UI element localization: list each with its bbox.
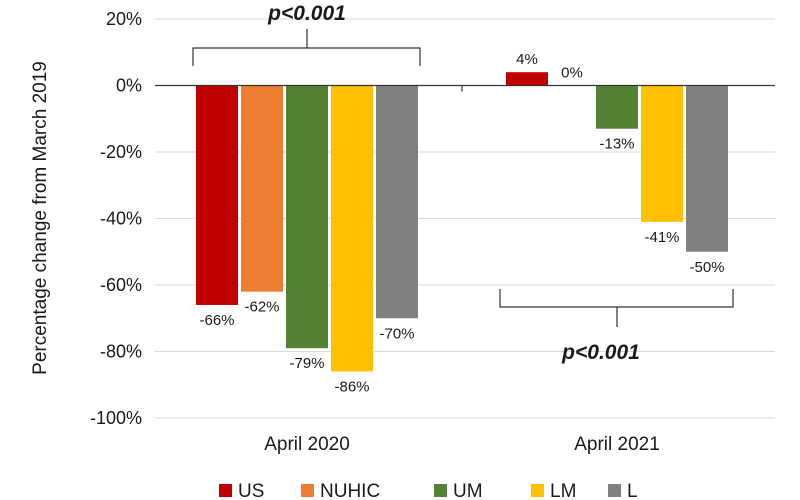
bar-l-1: [376, 85, 418, 319]
data-label-nuhic-2: 0%: [561, 65, 583, 82]
y-tick-label: -80%: [100, 342, 142, 362]
data-label-lm-1: -86%: [334, 378, 369, 395]
y-tick-label: -40%: [100, 209, 142, 229]
legend-swatch-us: [219, 484, 232, 497]
significance-bracket: [192, 29, 421, 66]
data-label-um-2: -13%: [599, 136, 634, 153]
data-label-l-2: -50%: [689, 259, 724, 276]
bar-l-2: [686, 85, 728, 252]
data-label-um-1: -79%: [289, 355, 324, 372]
y-tick-label: -60%: [100, 275, 142, 295]
y-tick-label: -20%: [100, 142, 142, 162]
data-label-nuhic-1: -62%: [244, 299, 279, 316]
bar-um-1: [286, 85, 328, 349]
y-tick-label: 20%: [106, 9, 142, 29]
bar-um-2: [596, 85, 638, 129]
significance-label: p<0.001: [561, 341, 640, 364]
x-category-label: April 2020: [264, 434, 350, 455]
legend-swatch-um: [434, 484, 447, 497]
legend-swatch-lm: [531, 484, 544, 497]
significance-bracket: [499, 289, 734, 327]
data-label-l-1: -70%: [379, 325, 414, 342]
legend-label-l: L: [627, 481, 638, 500]
x-category-label: April 2021: [574, 434, 660, 455]
legend-layer: US NUHIC UM LM L: [219, 481, 638, 500]
y-tick-label: 0%: [116, 76, 142, 96]
legend-swatch-l: [608, 484, 621, 497]
legend-label-us: US: [238, 481, 264, 500]
bars-layer: [196, 72, 728, 372]
bar-us-1: [196, 85, 238, 305]
legend-label-nuhic: NUHIC: [320, 481, 380, 500]
bar-lm-1: [331, 85, 373, 372]
data-label-lm-2: -41%: [644, 229, 679, 246]
labels-layer: -66% -62% -79% -86% -70% 4% 0% -13% -41% -50%: [199, 51, 724, 395]
significance-label: p<0.001: [267, 2, 346, 25]
bar-us-2: [506, 72, 548, 86]
axis-layer: 20% 0% -20% -40% -60% -80% -100% April 2020 Apri…: [90, 9, 775, 455]
annot-layer: p<0.001 p<0.001: [192, 2, 734, 364]
legend-label-lm: LM: [550, 481, 576, 500]
data-label-us-2: 4%: [516, 51, 538, 68]
bar-nuhic-1: [241, 85, 283, 292]
legend-label-um: UM: [453, 481, 483, 500]
bar-lm-2: [641, 85, 683, 222]
y-tick-label: -100%: [90, 408, 142, 428]
legend-swatch-nuhic: [301, 484, 314, 497]
y-axis-label: Percentage change from March 2019: [30, 61, 51, 375]
data-label-us-1: -66%: [199, 312, 234, 329]
